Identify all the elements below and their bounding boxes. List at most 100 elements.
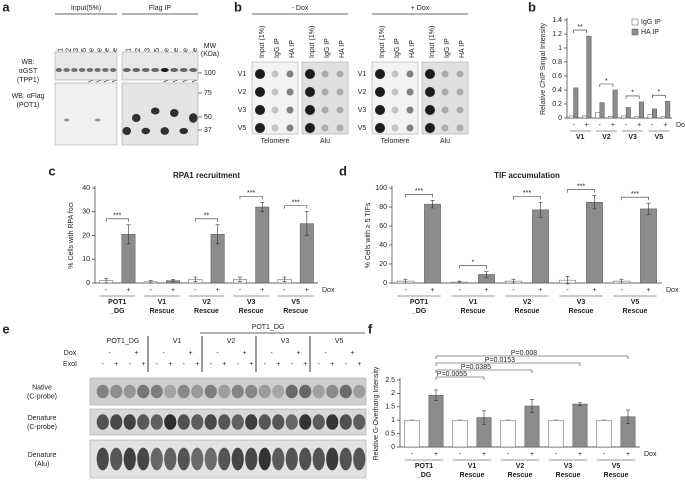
band <box>391 124 399 132</box>
band <box>71 68 78 72</box>
error-bar <box>484 271 489 278</box>
bar <box>612 89 618 119</box>
band <box>286 124 294 132</box>
x-axis-label: Dox <box>676 122 685 129</box>
bar <box>595 112 601 119</box>
row-label: V3 <box>238 107 247 114</box>
significance-label: *** <box>577 183 585 190</box>
column-label: Input (1%) <box>379 26 386 58</box>
p-value: P=0.0385 <box>461 364 491 371</box>
error-bar <box>430 200 435 209</box>
blot <box>54 82 118 146</box>
header: POT1_DG <box>252 324 285 331</box>
group-label: Rescue <box>556 472 581 479</box>
column-label: Input (1%) <box>259 26 266 58</box>
band <box>456 70 464 78</box>
y-tick-label: 10 <box>82 256 90 263</box>
group-label: Rescue <box>508 472 533 479</box>
band <box>86 68 94 72</box>
band <box>305 123 315 133</box>
band <box>204 414 217 430</box>
band <box>271 106 279 114</box>
group-label: Rescue <box>515 308 540 315</box>
y-tick-label: 1.5 <box>385 404 395 411</box>
y-tick-label: 0 <box>86 280 90 287</box>
band <box>179 68 188 72</box>
band <box>321 124 329 132</box>
band <box>188 113 198 123</box>
band <box>170 68 179 72</box>
band <box>191 414 204 430</box>
x-tick-label: - <box>555 451 558 458</box>
error-bar <box>457 280 462 284</box>
band <box>312 384 325 399</box>
exo-sign: + <box>330 361 334 368</box>
band <box>94 68 101 72</box>
group-label: V5 <box>291 299 300 306</box>
group-label: Rescue <box>569 308 594 315</box>
bar <box>452 419 468 448</box>
group-label: V2 <box>602 134 611 141</box>
band <box>441 88 449 96</box>
band <box>164 414 177 430</box>
band <box>151 68 160 72</box>
exo-sign: + <box>303 361 307 368</box>
y-tick-label: 20 <box>82 232 90 239</box>
group-label: V5 <box>655 134 664 141</box>
significance-bracket <box>239 195 263 200</box>
blot <box>121 82 199 146</box>
x-tick-label: + <box>611 122 615 129</box>
group-label: V1 <box>173 338 182 345</box>
group-label: POT1 <box>415 463 433 470</box>
bar <box>424 203 441 284</box>
group-label: Rescue <box>194 308 219 315</box>
column-label: Input (1%) <box>309 26 316 58</box>
band <box>204 447 217 471</box>
band <box>336 124 344 132</box>
band <box>456 124 464 132</box>
band <box>286 106 294 114</box>
dox-sign: - <box>216 350 219 357</box>
x-tick-label: - <box>512 287 515 294</box>
band <box>271 88 279 96</box>
band <box>177 414 190 430</box>
dox-sign: + <box>350 350 354 357</box>
x-tick-label: - <box>105 287 108 294</box>
band <box>305 87 315 97</box>
bar <box>255 206 270 284</box>
mw-label: MW <box>204 43 217 50</box>
dox-sign: - <box>162 350 165 357</box>
probe-label: Alu <box>440 138 450 145</box>
y-tick-label: 1.2 <box>552 31 562 38</box>
exo-sign: - <box>210 361 213 368</box>
row-label: (Alu) <box>35 461 50 468</box>
bar <box>599 102 605 119</box>
group-label: V3 <box>564 463 573 470</box>
band <box>456 88 464 96</box>
error-bar <box>565 276 570 285</box>
row-label: V5 <box>358 125 367 132</box>
y-tick-label: 0.6 <box>552 73 562 80</box>
dox-sign: + <box>242 350 246 357</box>
band <box>441 124 449 132</box>
legend-label: HA IP <box>641 29 659 36</box>
significance-label: *** <box>523 190 531 197</box>
p-value: P=0.008 <box>511 350 537 357</box>
band <box>255 123 265 133</box>
header: Flag IP <box>149 5 172 12</box>
error-bar <box>260 201 265 213</box>
mw-label: (KDa) <box>201 51 219 58</box>
bar <box>660 116 666 119</box>
exo-sign: + <box>276 361 280 368</box>
significance-bracket <box>599 83 614 87</box>
group-label: V5 <box>631 299 640 306</box>
band <box>321 70 329 78</box>
legend-swatch <box>631 28 639 36</box>
band <box>245 384 258 399</box>
group-label: V2 <box>516 463 525 470</box>
row-label: αGST <box>19 68 38 75</box>
bar <box>647 114 653 119</box>
chart-title: TIF accumulation <box>494 171 560 180</box>
group-label: Rescue <box>149 308 174 315</box>
y-tick-label: 0.2 <box>552 101 562 108</box>
